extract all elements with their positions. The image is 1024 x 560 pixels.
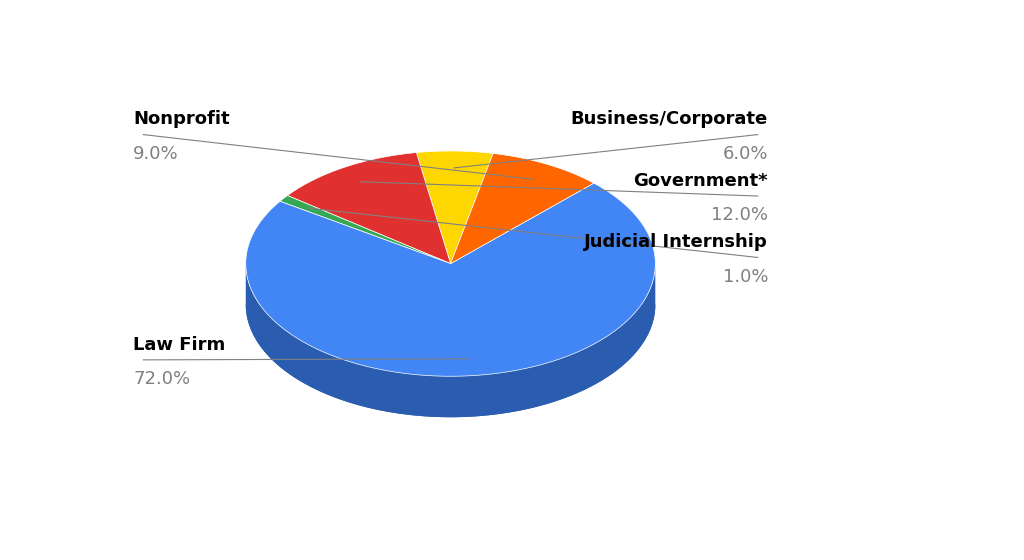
Polygon shape: [246, 183, 655, 376]
Text: Business/Corporate: Business/Corporate: [570, 110, 768, 128]
Text: 12.0%: 12.0%: [711, 206, 768, 224]
Text: Nonprofit: Nonprofit: [133, 110, 229, 128]
Text: 72.0%: 72.0%: [133, 370, 190, 388]
Text: Judicial Internship: Judicial Internship: [585, 234, 768, 251]
Polygon shape: [280, 195, 451, 264]
Text: 1.0%: 1.0%: [723, 268, 768, 286]
Text: Government*: Government*: [634, 172, 768, 190]
Text: 9.0%: 9.0%: [133, 145, 179, 163]
Polygon shape: [451, 153, 594, 264]
Polygon shape: [288, 152, 451, 264]
Polygon shape: [246, 264, 655, 417]
Polygon shape: [417, 151, 494, 264]
Polygon shape: [246, 305, 655, 417]
Text: 6.0%: 6.0%: [723, 145, 768, 163]
Text: Law Firm: Law Firm: [133, 336, 225, 354]
